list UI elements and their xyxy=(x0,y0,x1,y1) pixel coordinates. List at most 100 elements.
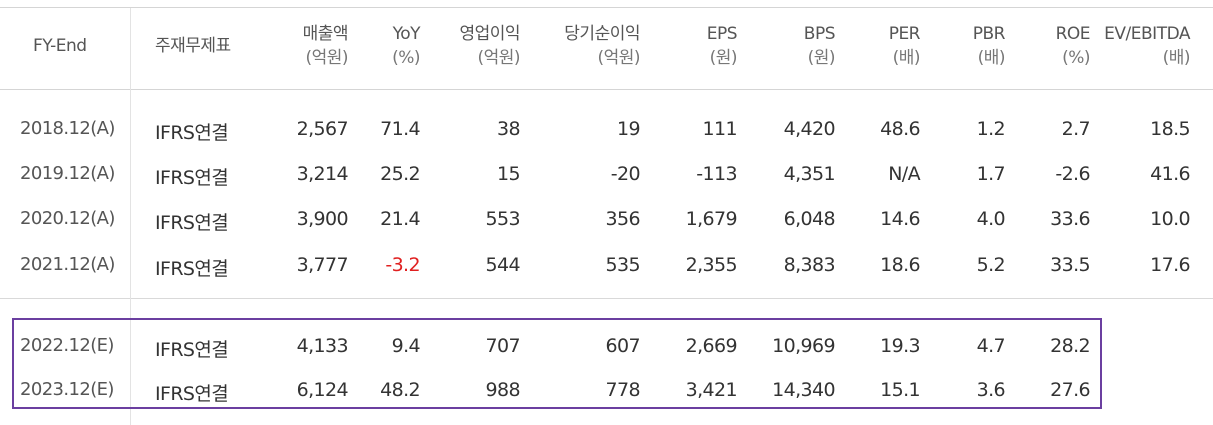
estimate-highlight-box xyxy=(12,318,1102,409)
cell-ev: 17.6 xyxy=(1150,254,1191,276)
cell-per: 14.6 xyxy=(880,208,921,230)
column-header-unit: (억원) xyxy=(305,48,348,68)
column-header-title: PBR xyxy=(972,24,1006,44)
cell-net: -20 xyxy=(610,163,641,185)
cell-eps: 2,669 xyxy=(685,335,738,357)
cell-bps: 4,351 xyxy=(783,163,836,185)
cell-basis: IFRS연결 xyxy=(155,258,229,280)
cell-sales: 3,214 xyxy=(296,163,349,185)
cell-ev: 18.5 xyxy=(1150,118,1191,140)
cell-basis: IFRS연결 xyxy=(155,339,229,361)
cell-basis: IFRS연결 xyxy=(155,122,229,144)
cell-net: 607 xyxy=(605,335,641,357)
cell-bps: 6,048 xyxy=(783,208,836,230)
column-header-title: FY-End xyxy=(33,36,87,56)
column-divider xyxy=(130,8,131,425)
column-header-unit: (배) xyxy=(892,48,921,68)
cell-net: 535 xyxy=(605,254,641,276)
column-header-title: ROE xyxy=(1055,24,1091,44)
cell-pbr: 1.7 xyxy=(976,163,1006,185)
cell-fy: 2023.12(E) xyxy=(20,379,114,400)
cell-op: 707 xyxy=(485,335,521,357)
cell-pbr: 4.0 xyxy=(976,208,1006,230)
cell-pbr: 4.7 xyxy=(976,335,1006,357)
cell-yoy: 21.4 xyxy=(380,208,421,230)
column-header-unit: (억원) xyxy=(597,48,640,68)
cell-op: 553 xyxy=(485,208,521,230)
cell-pbr: 5.2 xyxy=(976,254,1006,276)
column-header-title: YoY xyxy=(392,24,421,44)
column-header-title: EV/EBITDA xyxy=(1104,24,1190,44)
cell-yoy: 25.2 xyxy=(380,163,421,185)
column-header-unit: (원) xyxy=(709,48,738,68)
cell-fy: 2021.12(A) xyxy=(20,254,115,275)
cell-sales: 3,777 xyxy=(296,254,349,276)
cell-fy: 2018.12(A) xyxy=(20,118,115,139)
column-header-title: 주재무제표 xyxy=(155,36,231,56)
column-header-roe: ROE (%) xyxy=(1055,22,1091,70)
column-header-title: 영업이익 xyxy=(459,24,520,44)
cell-net: 356 xyxy=(605,208,641,230)
column-header-title: EPS xyxy=(706,24,738,44)
column-header-title: BPS xyxy=(803,24,836,44)
section-divider xyxy=(0,298,1213,299)
cell-per: 15.1 xyxy=(880,379,921,401)
cell-fy: 2022.12(E) xyxy=(20,335,114,356)
column-header-per: PER (배) xyxy=(888,22,921,70)
cell-roe: 27.6 xyxy=(1050,379,1091,401)
column-header-op: 영업이익 (억원) xyxy=(459,22,520,70)
cell-eps: 1,679 xyxy=(685,208,738,230)
cell-yoy: 9.4 xyxy=(391,335,421,357)
cell-sales: 4,133 xyxy=(296,335,349,357)
cell-sales: 2,567 xyxy=(296,118,349,140)
cell-per: 18.6 xyxy=(880,254,921,276)
cell-basis: IFRS연결 xyxy=(155,167,229,189)
column-header-pbr: PBR (배) xyxy=(972,22,1006,70)
cell-eps: 2,355 xyxy=(685,254,738,276)
cell-op: 544 xyxy=(485,254,521,276)
column-header-basis: 주재무제표 xyxy=(155,34,231,58)
cell-eps: 111 xyxy=(702,118,738,140)
cell-sales: 6,124 xyxy=(296,379,349,401)
column-header-unit: (원) xyxy=(807,48,836,68)
cell-pbr: 3.6 xyxy=(976,379,1006,401)
cell-yoy: 71.4 xyxy=(380,118,421,140)
column-header-title: 매출액 xyxy=(302,24,349,44)
cell-yoy: -3.2 xyxy=(385,254,420,276)
cell-bps: 4,420 xyxy=(783,118,836,140)
cell-roe: 28.2 xyxy=(1050,335,1091,357)
column-header-title: PER xyxy=(888,24,921,44)
cell-op: 38 xyxy=(497,118,521,140)
column-header-title: 당기순이익 xyxy=(564,24,640,44)
cell-roe: 2.7 xyxy=(1061,118,1091,140)
cell-basis: IFRS연결 xyxy=(155,383,229,405)
cell-op: 15 xyxy=(497,163,521,185)
cell-net: 778 xyxy=(605,379,641,401)
column-header-unit: (배) xyxy=(977,48,1006,68)
column-header-sales: 매출액 (억원) xyxy=(302,22,349,70)
column-header-unit: (%) xyxy=(392,48,420,68)
column-header-bps: BPS (원) xyxy=(803,22,836,70)
cell-fy: 2019.12(A) xyxy=(20,163,115,184)
cell-eps: 3,421 xyxy=(685,379,738,401)
cell-yoy: 48.2 xyxy=(380,379,421,401)
column-header-unit: (배) xyxy=(1162,48,1191,68)
cell-per: 19.3 xyxy=(880,335,921,357)
cell-pbr: 1.2 xyxy=(976,118,1006,140)
cell-roe: 33.5 xyxy=(1050,254,1091,276)
header-bottom-border xyxy=(0,89,1213,90)
column-header-unit: (억원) xyxy=(477,48,520,68)
table-top-border xyxy=(0,7,1213,8)
cell-op: 988 xyxy=(485,379,521,401)
cell-bps: 8,383 xyxy=(783,254,836,276)
cell-per: 48.6 xyxy=(880,118,921,140)
column-header-fy: FY-End xyxy=(33,34,87,58)
column-header-net: 당기순이익 (억원) xyxy=(564,22,640,70)
cell-sales: 3,900 xyxy=(296,208,349,230)
cell-roe: -2.6 xyxy=(1055,163,1090,185)
cell-net: 19 xyxy=(617,118,641,140)
column-header-ev: EV/EBITDA (배) xyxy=(1104,22,1190,70)
cell-eps: -113 xyxy=(696,163,737,185)
column-header-unit: (%) xyxy=(1062,48,1090,68)
